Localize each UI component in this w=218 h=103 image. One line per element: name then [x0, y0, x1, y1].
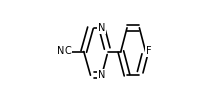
Text: F: F [146, 46, 151, 57]
Text: N: N [98, 23, 106, 33]
Text: N: N [57, 46, 64, 57]
Text: C: C [65, 46, 72, 57]
Text: N: N [98, 70, 106, 80]
